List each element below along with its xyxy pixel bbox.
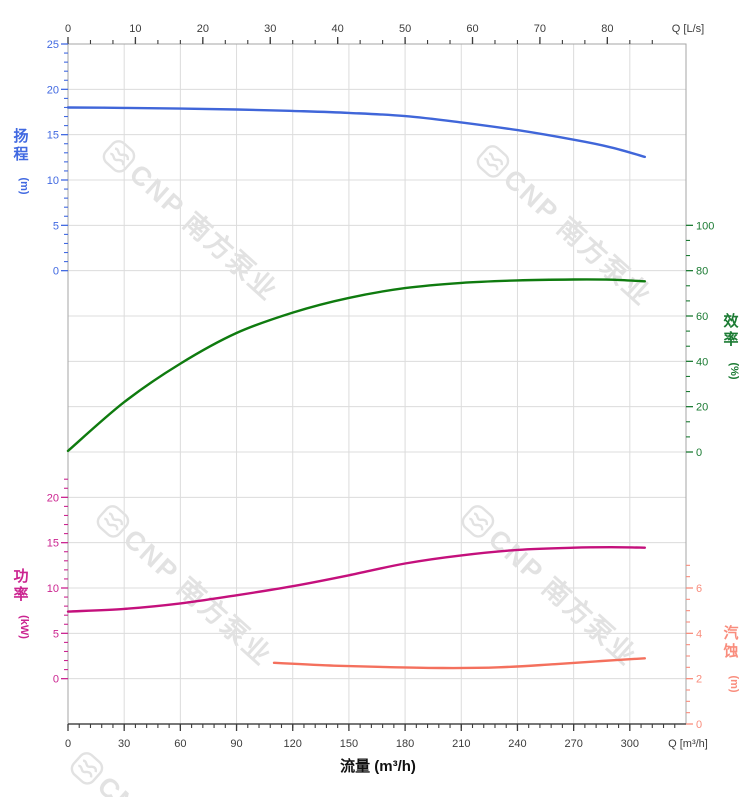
top-tick-label: 50 <box>399 23 411 35</box>
top-tick-label: 40 <box>332 23 344 35</box>
top-tick-label: 10 <box>129 23 141 35</box>
bottom-tick-label: 240 <box>508 738 526 750</box>
bottom-axis-unit: Q [m³/h] <box>668 738 708 750</box>
head-tick-label: 15 <box>47 130 59 142</box>
power-axis-title: 功 <box>13 568 28 585</box>
efficiency-tick-label: 40 <box>696 356 708 368</box>
top-tick-label: 0 <box>65 23 71 35</box>
watermark-layer: CNP 南方泵业 CNP 南方泵业 CNP 南方泵业 CNP 南方泵业 CNP 南方泵业 <box>70 140 658 797</box>
top-axis-unit: Q [L/s] <box>672 23 704 35</box>
top-tick-label: 80 <box>601 23 613 35</box>
watermark: CNP 南方泵业 <box>476 145 658 312</box>
watermark-text: CNP 南方泵业 <box>498 163 658 312</box>
cnp-wave-logo-icon <box>70 752 104 785</box>
watermark: CNP 南方泵业 <box>461 505 643 672</box>
bottom-tick-label: 30 <box>118 738 130 750</box>
npsh-tick-label: 2 <box>696 674 702 686</box>
bottom-tick-label: 60 <box>174 738 186 750</box>
axis-flow-m3h: 0 30 60 90 120 150 180 210 240 270 300 Q [m³/h] 流量 (… <box>65 724 708 775</box>
npsh-tick-label: 0 <box>696 719 702 731</box>
npsh-axis-title: 汽 <box>723 624 738 642</box>
axis-flow-ls: 0 10 20 30 40 50 60 70 80 Q [L/s] <box>65 23 704 44</box>
top-tick-label: 30 <box>264 23 276 35</box>
power-tick-label: 5 <box>53 628 59 640</box>
bottom-tick-label: 210 <box>452 738 470 750</box>
head-axis-title: 扬 <box>13 127 28 145</box>
watermark: CNP 南方泵业 <box>70 752 252 797</box>
power-tick-label: 0 <box>53 674 59 686</box>
top-tick-label: 70 <box>534 23 546 35</box>
npsh-tick-label: 4 <box>696 628 702 640</box>
power-axis-unit: (kW) <box>18 615 30 639</box>
head-axis-title: 程 <box>13 146 28 163</box>
grid <box>67 43 687 725</box>
npsh-curve <box>272 657 646 670</box>
head-tick-label: 5 <box>53 220 59 232</box>
efficiency-tick-label: 60 <box>696 311 708 323</box>
head-tick-label: 25 <box>47 39 59 51</box>
axis-head: 25 20 15 10 5 0 扬程 (m) <box>13 39 68 278</box>
axis-power: 20 15 10 5 0 功率 (kW) <box>13 478 68 686</box>
top-tick-label: 60 <box>466 23 478 35</box>
watermark-text: CNP 南方泵业 <box>483 523 643 672</box>
axis-npsh: 6 4 2 0 汽蚀 (m) <box>686 564 740 731</box>
watermark: CNP 南方泵业 <box>102 140 284 307</box>
npsh-tick-label: 6 <box>696 583 702 595</box>
efficiency-tick-label: 100 <box>696 220 714 232</box>
bottom-tick-label: 300 <box>621 738 639 750</box>
bottom-tick-label: 120 <box>284 738 302 750</box>
power-tick-label: 10 <box>47 583 59 595</box>
efficiency-axis-unit: (%) <box>728 362 740 379</box>
cnp-wave-logo-icon <box>102 140 136 173</box>
cnp-wave-logo-icon <box>96 505 130 538</box>
bottom-tick-label: 0 <box>65 738 71 750</box>
efficiency-axis-title: 效 <box>723 312 739 330</box>
bottom-tick-label: 270 <box>564 738 582 750</box>
head-tick-label: 0 <box>53 266 59 278</box>
bottom-tick-label: 90 <box>230 738 242 750</box>
power-curve <box>66 545 646 613</box>
head-axis-unit: (m) <box>18 177 30 194</box>
watermark-text: CNP 南方泵业 <box>92 770 252 797</box>
bottom-tick-label: 150 <box>340 738 358 750</box>
cnp-wave-logo-icon <box>461 505 495 538</box>
power-tick-label: 15 <box>47 538 59 550</box>
efficiency-curve <box>66 278 646 453</box>
efficiency-axis-title: 率 <box>723 330 738 348</box>
watermark-text: CNP 南方泵业 <box>118 523 278 672</box>
watermark: CNP 南方泵业 <box>96 505 278 672</box>
head-tick-label: 10 <box>47 175 59 187</box>
top-tick-label: 20 <box>197 23 209 35</box>
power-tick-label: 20 <box>47 492 59 504</box>
bottom-axis-title: 流量 (m³/h) <box>340 757 416 775</box>
head-tick-label: 20 <box>47 84 59 96</box>
efficiency-tick-label: 0 <box>696 447 702 459</box>
npsh-axis-title: 蚀 <box>722 642 738 660</box>
axis-efficiency: 100 80 60 40 20 0 效率 (%) <box>686 220 740 459</box>
head-curve <box>66 106 646 159</box>
efficiency-tick-label: 20 <box>696 402 708 414</box>
power-axis-title: 率 <box>13 585 28 603</box>
npsh-axis-unit: (m) <box>728 675 740 692</box>
efficiency-tick-label: 80 <box>696 266 708 278</box>
bottom-tick-label: 180 <box>396 738 414 750</box>
cnp-wave-logo-icon <box>476 145 510 178</box>
